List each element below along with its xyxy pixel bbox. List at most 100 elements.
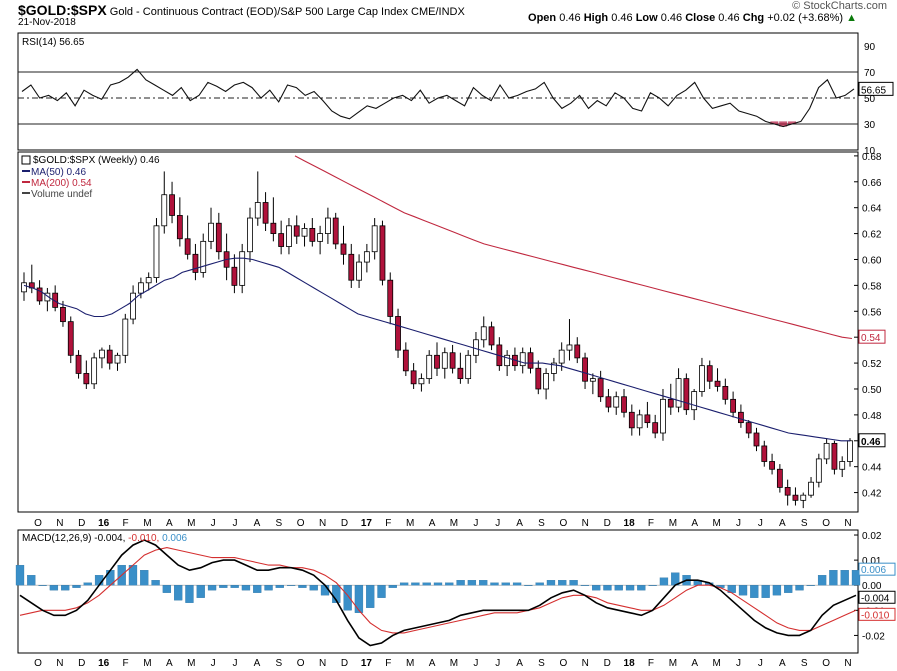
candle-down xyxy=(309,228,316,242)
macd-x-tick-label: J xyxy=(233,658,238,669)
macd-histogram-bar xyxy=(207,585,217,591)
candle-up xyxy=(550,362,557,374)
macd-histogram-bar xyxy=(27,575,36,586)
price-x-tick-label: S xyxy=(538,518,545,529)
price-legend-item: Volume undef xyxy=(31,189,92,200)
price-x-tick-label: O xyxy=(822,518,830,529)
candle-up xyxy=(441,352,448,369)
ma200-last-label: 0.54 xyxy=(861,333,881,344)
brand-logo: © StockCharts.com xyxy=(792,0,887,12)
price-x-tick-label: M xyxy=(712,518,720,529)
candle-up xyxy=(161,194,168,227)
candle-up xyxy=(558,349,565,364)
macd-panel-frame xyxy=(17,529,859,654)
price-x-tick-label: A xyxy=(254,518,261,529)
candle-up xyxy=(473,339,479,356)
candle-down xyxy=(169,194,175,216)
macd-x-tick-label: J xyxy=(473,658,478,669)
candle-down xyxy=(753,432,760,447)
candle-down xyxy=(792,494,799,501)
macd-histogram-bar xyxy=(185,585,194,603)
candle-down xyxy=(776,468,783,488)
rsi-oversold-fill xyxy=(770,121,779,124)
candle-up xyxy=(823,442,830,460)
price-tick-label: 0.66 xyxy=(862,178,882,189)
candle-down xyxy=(387,279,394,317)
macd-x-tick-label: J xyxy=(758,658,763,669)
candle-down xyxy=(738,411,744,424)
rsi-last-value-label: 56.65 xyxy=(861,85,886,96)
price-x-tick-label: M xyxy=(406,518,414,529)
candle-down xyxy=(340,243,347,255)
macd-x-tick-label: S xyxy=(801,658,808,669)
rsi-panel-frame xyxy=(17,32,859,151)
candle-up xyxy=(208,222,214,242)
macd-x-tick-label: A xyxy=(166,658,173,669)
macd-x-tick-label: O xyxy=(560,658,568,669)
candle-down xyxy=(652,422,659,434)
candle-up xyxy=(44,292,51,302)
macd-x-tick-label: 16 xyxy=(98,658,110,669)
candle-up xyxy=(675,378,682,408)
candle-up xyxy=(566,344,573,351)
macd-histogram-bar xyxy=(422,582,431,586)
candle-up xyxy=(847,440,853,462)
macd-histogram-bar xyxy=(750,585,759,598)
candle-down xyxy=(621,396,627,413)
macd-x-tick-label: N xyxy=(844,658,851,669)
open-value: 0.46 xyxy=(559,12,581,24)
macd-x-tick-label: J xyxy=(736,658,741,669)
price-tick-label: 0.60 xyxy=(862,255,882,266)
macd-tick-label: 0.02 xyxy=(862,531,882,542)
macd-x-tick-label: D xyxy=(341,658,348,669)
macd-last-box xyxy=(858,562,896,576)
macd-title: MACD(12,26,9) -0.004, -0.010, 0.006 xyxy=(22,533,188,544)
macd-histogram-bar xyxy=(580,585,590,586)
macd-histogram-bar xyxy=(512,582,522,586)
macd-last-label: 0.006 xyxy=(861,565,886,576)
candle-up xyxy=(519,352,526,367)
macd-x-tick-label: A xyxy=(516,658,523,669)
low-value: 0.46 xyxy=(660,12,683,24)
rsi-tick-label: 30 xyxy=(864,120,876,131)
macd-histogram-bar xyxy=(241,585,251,591)
price-x-tick-label: D xyxy=(341,518,348,529)
candle-down xyxy=(332,217,339,245)
macd-x-tick-label: M xyxy=(187,658,195,669)
candle-up xyxy=(21,282,27,293)
price-tick-label: 0.62 xyxy=(862,230,882,241)
macd-histogram-bar xyxy=(309,585,318,591)
candle-up xyxy=(130,292,136,320)
macd-histogram-bar xyxy=(806,585,815,586)
macd-histogram-bar xyxy=(298,585,307,588)
macd-histogram-bar xyxy=(264,585,273,591)
candle-up xyxy=(239,251,246,286)
macd-x-tick-label: M xyxy=(712,658,720,669)
macd-histogram-bar xyxy=(479,580,488,586)
macd-histogram-bar xyxy=(614,585,623,591)
candle-up xyxy=(480,326,487,341)
macd-last-label: -0.010 xyxy=(861,610,890,621)
macd-x-tick-label: 17 xyxy=(361,658,373,669)
price-panel-frame xyxy=(17,151,859,513)
candle-up xyxy=(200,240,207,273)
candle-up xyxy=(465,354,472,380)
price-tick-label: 0.64 xyxy=(862,204,882,215)
candle-up xyxy=(808,481,814,496)
candle-down xyxy=(761,445,768,462)
price-tick-label: 0.68 xyxy=(862,152,882,163)
price-x-tick-label: F xyxy=(385,518,391,529)
price-x-tick-label: 17 xyxy=(361,518,373,529)
candle-down xyxy=(535,367,542,390)
price-x-tick-label: J xyxy=(495,518,500,529)
candle-up xyxy=(613,396,620,408)
macd-histogram-bar xyxy=(840,570,849,586)
candle-down xyxy=(379,225,386,281)
macd-histogram-bar xyxy=(467,580,477,586)
candle-down xyxy=(348,253,355,281)
price-x-tick-label: N xyxy=(844,518,851,529)
price-x-tick-label: D xyxy=(78,518,85,529)
macd-histogram-bar xyxy=(569,580,578,586)
price-x-tick-label: O xyxy=(34,518,42,529)
